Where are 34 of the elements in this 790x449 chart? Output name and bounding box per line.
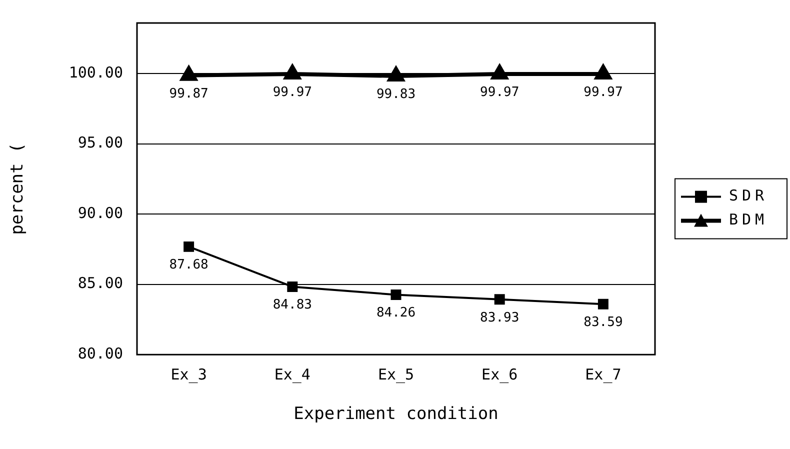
x-tick-label: Ex_3 (170, 365, 207, 384)
x-tick-label: Ex_5 (378, 365, 414, 384)
data-label: 99.97 (272, 84, 312, 100)
point (390, 290, 402, 300)
data-label: 84.83 (272, 298, 312, 313)
legend-label: BDM (729, 210, 768, 229)
point (287, 281, 298, 292)
y-axis-title: percent ( (8, 142, 28, 235)
data-label: 99.87 (169, 86, 208, 102)
data-label: 99.97 (480, 84, 520, 100)
point (494, 294, 505, 305)
point (184, 241, 194, 252)
x-tick-label: Ex_6 (482, 365, 518, 384)
x-tick-label: Ex_7 (585, 365, 622, 384)
legend-label: SDR (729, 186, 768, 205)
data-label: 84.26 (376, 306, 416, 321)
data-label: 83.93 (480, 310, 520, 326)
point (598, 298, 608, 310)
point (492, 65, 508, 80)
y-tick-label: 80.00 (78, 344, 123, 362)
data-label: 83.59 (584, 315, 623, 330)
x-tick-label: Ex_4 (274, 365, 310, 384)
y-tick-label: 85.00 (78, 274, 123, 292)
data-label: 99.83 (376, 86, 416, 102)
y-tick-label: 90.00 (78, 204, 123, 222)
point (284, 65, 300, 80)
y-tick-label: 100.00 (68, 63, 123, 82)
point (388, 66, 404, 82)
point (595, 65, 612, 80)
x-axis-title: Experiment condition (294, 404, 498, 424)
data-label: 99.97 (584, 84, 623, 100)
y-tick-label: 95.00 (78, 134, 123, 152)
data-label: 87.68 (169, 258, 208, 273)
point (180, 66, 197, 81)
